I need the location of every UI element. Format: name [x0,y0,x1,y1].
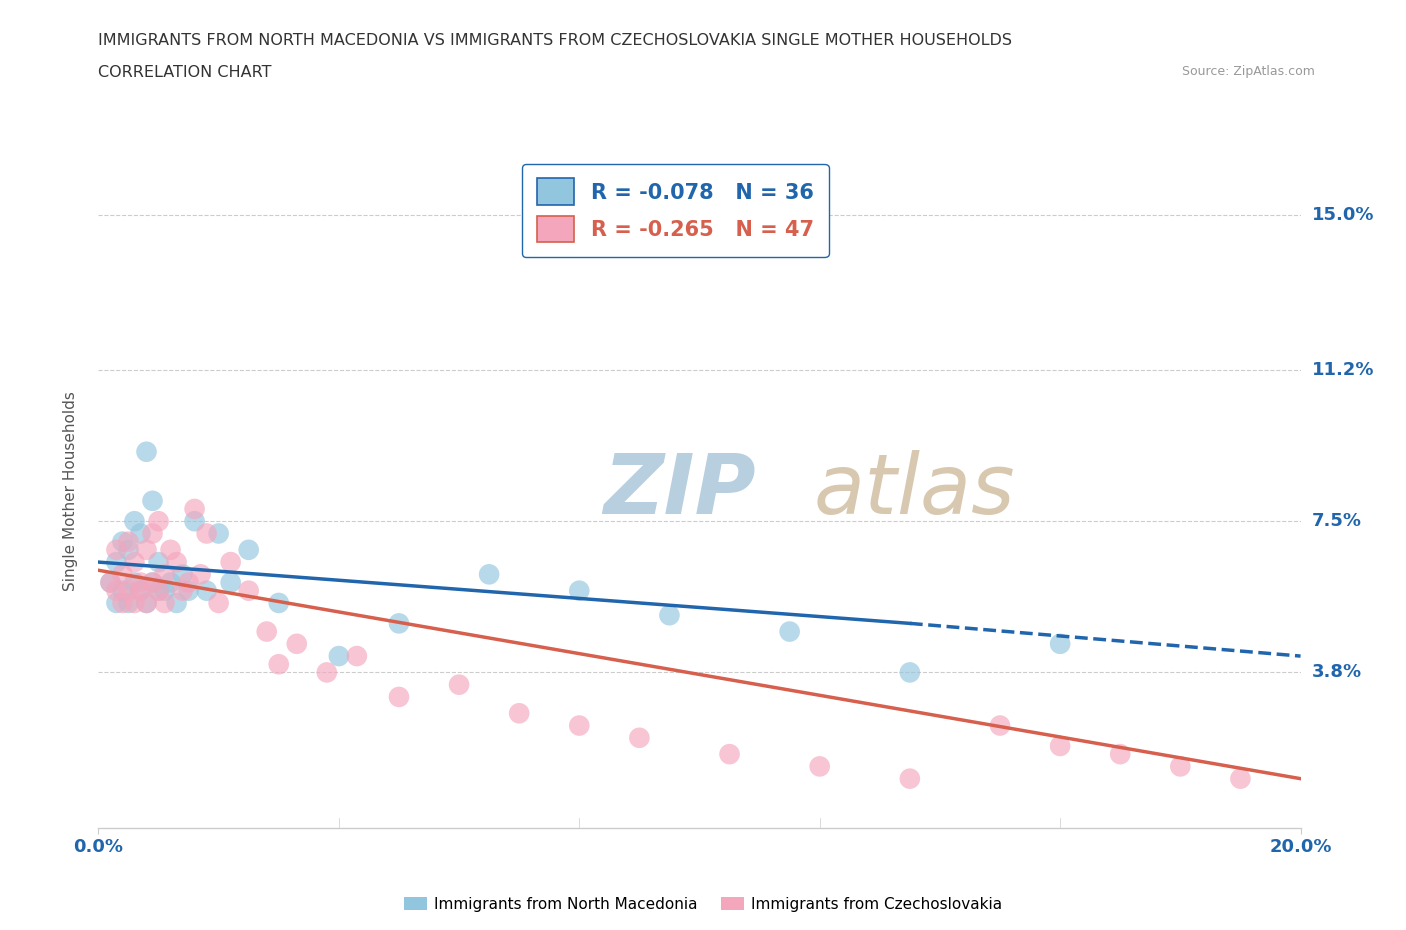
Legend: Immigrants from North Macedonia, Immigrants from Czechoslovakia: Immigrants from North Macedonia, Immigra… [398,890,1008,918]
Point [808,759,831,774]
Text: 3.8%: 3.8% [1312,663,1362,682]
Point [105,583,128,598]
Point [718,747,741,762]
Point [117,583,139,598]
Point [346,648,368,663]
Point [172,583,194,598]
Point [124,554,146,569]
Point [148,513,170,528]
Point [153,583,176,598]
Point [988,718,1011,733]
Point [177,583,200,598]
Point [135,445,157,459]
Point [267,595,290,610]
Text: IMMIGRANTS FROM NORTH MACEDONIA VS IMMIGRANTS FROM CZECHOSLOVAKIA SINGLE MOTHER : IMMIGRANTS FROM NORTH MACEDONIA VS IMMIG… [98,33,1012,47]
Point [568,583,591,598]
Point [111,595,134,610]
Point [111,534,134,549]
Point [898,665,921,680]
Point [388,616,411,631]
Point [238,583,260,598]
Point [111,567,134,582]
Point [166,595,188,610]
Text: 15.0%: 15.0% [1312,206,1374,224]
Point [172,567,194,582]
Point [117,542,139,557]
Point [105,595,128,610]
Y-axis label: Single Mother Households: Single Mother Households [63,391,77,591]
Point [388,689,411,704]
Point [478,567,501,582]
Point [219,554,242,569]
Point [135,595,157,610]
Point [328,648,350,663]
Text: atlas: atlas [814,450,1015,531]
Point [208,595,231,610]
Point [135,595,157,610]
Point [124,513,146,528]
Text: 7.5%: 7.5% [1312,512,1361,530]
Point [628,730,651,745]
Point [129,575,152,590]
Legend: R = -0.078   N = 36, R = -0.265   N = 47: R = -0.078 N = 36, R = -0.265 N = 47 [522,164,828,257]
Point [153,595,176,610]
Point [159,575,181,590]
Point [219,575,242,590]
Point [153,567,176,582]
Point [568,718,591,733]
Text: 11.2%: 11.2% [1312,361,1374,379]
Point [117,534,139,549]
Point [100,575,122,590]
Text: ZIP: ZIP [603,450,756,531]
Point [508,706,530,721]
Point [658,608,681,623]
Point [238,542,260,557]
Point [256,624,278,639]
Point [208,526,231,541]
Point [117,595,139,610]
Point [183,501,205,516]
Point [124,575,146,590]
Point [141,575,163,590]
Point [1049,636,1071,651]
Point [148,554,170,569]
Point [129,526,152,541]
Point [1109,747,1132,762]
Point [105,542,128,557]
Point [100,575,122,590]
Point [779,624,801,639]
Point [141,575,163,590]
Point [166,554,188,569]
Point [148,583,170,598]
Point [315,665,337,680]
Point [124,595,146,610]
Point [195,526,218,541]
Point [183,513,205,528]
Point [447,677,470,692]
Point [267,657,290,671]
Point [129,583,152,598]
Point [177,575,200,590]
Point [1170,759,1192,774]
Point [195,583,218,598]
Point [111,583,134,598]
Point [135,542,157,557]
Point [141,526,163,541]
Point [141,493,163,508]
Point [148,583,170,598]
Point [190,567,212,582]
Text: CORRELATION CHART: CORRELATION CHART [98,65,271,80]
Point [285,636,308,651]
Point [159,542,181,557]
Point [1049,738,1071,753]
Point [1229,771,1251,786]
Text: Source: ZipAtlas.com: Source: ZipAtlas.com [1181,65,1315,78]
Point [129,583,152,598]
Point [105,554,128,569]
Point [898,771,921,786]
